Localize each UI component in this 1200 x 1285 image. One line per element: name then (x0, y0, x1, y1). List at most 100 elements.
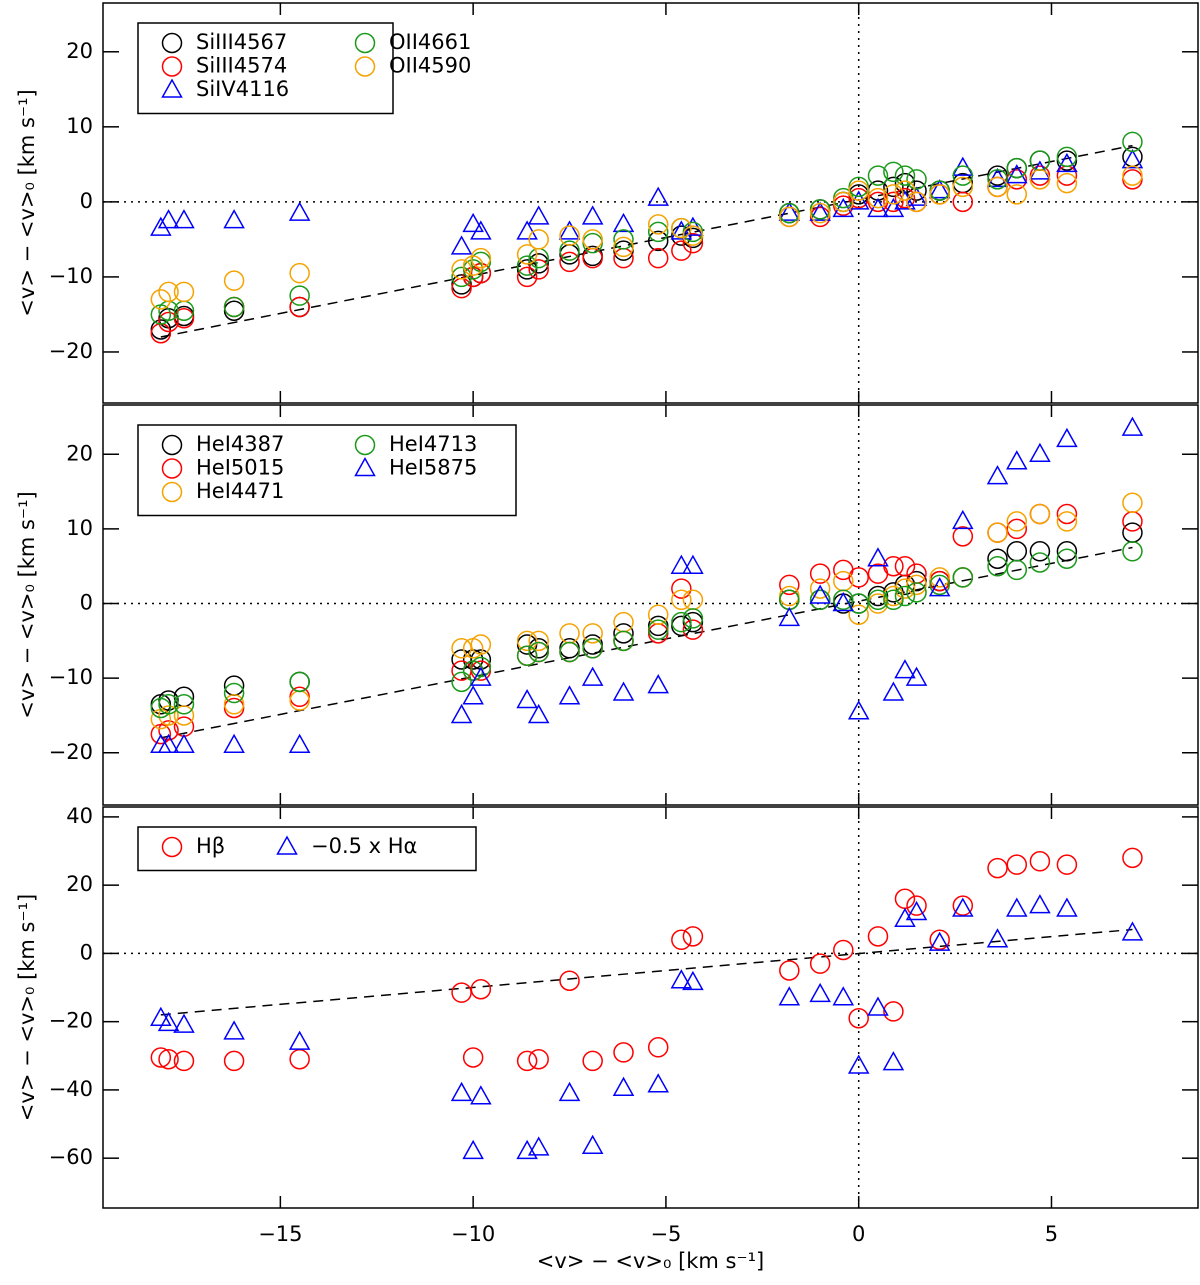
triangle-marker (157, 1011, 180, 1032)
circle-marker (647, 230, 669, 252)
y-tick-label: 10 (66, 516, 93, 540)
circle-marker (559, 240, 580, 261)
triangle-marker (157, 733, 180, 754)
circle-marker (809, 563, 831, 584)
circle-marker (516, 1050, 538, 1072)
triangle-marker (682, 970, 704, 991)
legend-label: −0.5 x Hα (311, 834, 417, 858)
circle-marker (559, 623, 580, 644)
circle-marker (1056, 548, 1078, 569)
triangle-marker (516, 1139, 538, 1160)
circle-marker (671, 929, 692, 951)
circle-marker (833, 191, 854, 213)
circle-marker (906, 191, 927, 213)
circle-marker (1006, 518, 1028, 540)
circle-marker (906, 895, 927, 916)
triangle-marker (894, 907, 916, 928)
circle-marker (289, 686, 310, 708)
circle-marker (158, 694, 179, 715)
triangle-marker (173, 1013, 195, 1033)
circle-marker (161, 434, 183, 456)
triangle-marker (288, 201, 311, 221)
circle-marker (289, 296, 310, 318)
triangle-marker (558, 1081, 581, 1102)
circle-marker (929, 184, 950, 205)
circle-marker (952, 895, 974, 916)
y-tick-label: −10 (49, 665, 93, 689)
legend-label: HeI5875 (389, 456, 477, 480)
legend-box (137, 826, 477, 872)
circle-marker (470, 251, 492, 273)
x-tick-label: −5 (650, 1222, 681, 1246)
circle-marker (1006, 184, 1028, 205)
circle-marker (867, 589, 889, 611)
triangle-marker (882, 197, 905, 218)
circle-marker (952, 191, 974, 213)
triangle-marker (1056, 152, 1078, 173)
triangle-marker (867, 996, 889, 1016)
circle-marker (867, 926, 889, 947)
circle-marker (833, 939, 854, 961)
circle-marker (671, 611, 692, 633)
plot-frame (102, 2, 1199, 404)
circle-marker (613, 611, 634, 633)
y-tick-label: −10 (49, 264, 93, 288)
circle-marker (354, 434, 376, 456)
circle-marker (289, 690, 310, 711)
circle-marker (462, 255, 484, 276)
y-tick-label: 20 (66, 441, 93, 465)
y-tick-label: 40 (66, 804, 93, 828)
y-tick-label: −20 (49, 339, 93, 363)
circle-marker (906, 574, 927, 596)
circle-marker (223, 697, 245, 719)
triangle-marker (223, 1020, 245, 1040)
circle-marker (161, 458, 183, 479)
circle-marker (894, 888, 916, 910)
circle-marker (582, 1050, 603, 1072)
triangle-marker (150, 216, 172, 236)
circle-marker (161, 56, 183, 77)
circle-marker (1006, 169, 1028, 190)
y-tick-label: 0 (80, 940, 93, 964)
circle-marker (952, 176, 974, 198)
circle-marker (528, 641, 549, 663)
circle-marker (682, 232, 704, 254)
circle-marker (883, 176, 904, 198)
triangle-marker (682, 554, 704, 574)
triangle-marker (867, 547, 889, 567)
triangle-marker (894, 659, 916, 679)
circle-marker (647, 247, 669, 269)
circle-marker (952, 567, 974, 588)
circle-marker (779, 574, 800, 596)
circle-marker (161, 481, 183, 503)
triangle-marker (450, 1081, 473, 1102)
circle-marker (883, 589, 904, 611)
circle-marker (682, 619, 704, 640)
triangle-marker (1121, 149, 1144, 169)
triangle-marker (223, 733, 245, 754)
x-axis-label: <v> − <v>₀ [km s⁻¹] (537, 1249, 764, 1273)
circle-marker (161, 836, 183, 858)
triangle-marker (450, 235, 473, 255)
y-axis-label: <v> − <v>₀ [km s⁻¹] (15, 894, 39, 1121)
circle-marker (470, 247, 492, 269)
triangle-marker (470, 666, 492, 686)
triangle-marker (847, 700, 870, 720)
circle-marker (894, 578, 916, 599)
circle-marker (848, 567, 869, 588)
legend-label: HeI4471 (196, 479, 284, 503)
circle-marker (451, 266, 472, 288)
triangle-marker (157, 209, 180, 229)
circle-marker (613, 623, 634, 644)
circle-marker (516, 255, 538, 276)
triangle-marker (832, 591, 855, 612)
triangle-marker (778, 986, 801, 1006)
triangle-marker (905, 900, 928, 921)
circle-marker (1006, 559, 1028, 581)
circle-marker (1006, 541, 1028, 562)
triangle-marker (905, 666, 928, 686)
triangle-marker (778, 606, 801, 627)
circle-marker (173, 694, 195, 715)
circle-marker (150, 289, 172, 310)
circle-marker (833, 589, 854, 611)
